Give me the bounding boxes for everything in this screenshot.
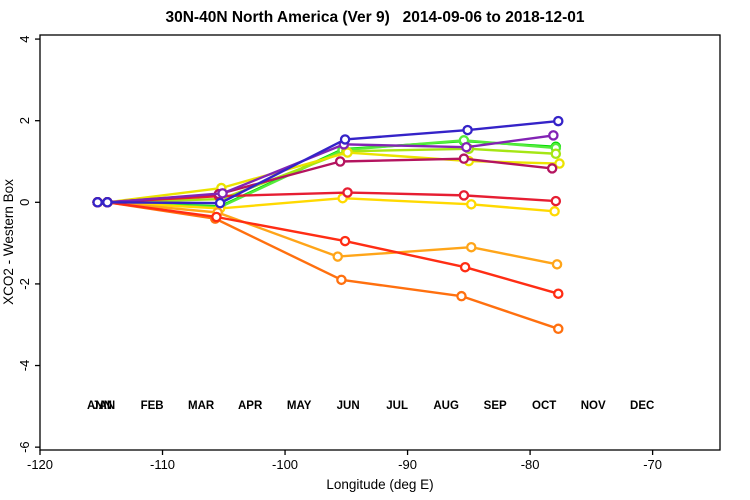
x-tick-label: -120 [27, 457, 53, 472]
month-label-may: MAY [287, 400, 312, 412]
y-tick-label: -2 [17, 278, 32, 290]
month-label-nov: NOV [581, 400, 606, 412]
series-dec-marker [339, 134, 351, 145]
series-jun-marker [551, 259, 563, 270]
series-jul-marker [336, 274, 347, 286]
month-label-mar: MAR [188, 400, 215, 412]
month-label-jun: JUN [337, 400, 360, 412]
plot-box [39, 34, 721, 451]
x-tick-label: -90 [398, 457, 417, 472]
series-may-marker [466, 199, 477, 210]
series-may-marker [549, 206, 560, 217]
series-dec-marker [553, 115, 564, 127]
month-label-aug: AUG [433, 400, 459, 412]
series-sep-marker [550, 195, 562, 207]
x-axis-title: Longitude (deg E) [326, 477, 433, 492]
y-axis-ticks: -6 -4 -2 0 2 4 [17, 35, 40, 453]
series-aug-line [96, 201, 560, 295]
data-series-group [92, 115, 565, 335]
series-dec-marker [92, 197, 103, 208]
month-label-jul: JUL [386, 400, 408, 412]
month-label-oct: OCT [532, 400, 556, 412]
month-label-apr: APR [238, 400, 263, 412]
series-aug-marker [459, 261, 471, 273]
month-label-sep: SEP [484, 400, 507, 412]
series-dec-marker [102, 197, 113, 208]
series-apr-marker [342, 147, 353, 158]
series-sep-marker [342, 187, 353, 198]
series-jun-marker [332, 251, 343, 262]
series-oct-marker [546, 163, 558, 174]
series-apr-marker [554, 158, 565, 169]
y-tick-label: -4 [17, 360, 32, 372]
series-nov-marker [548, 130, 559, 141]
series-mar-marker [550, 148, 562, 159]
series-oct-marker [458, 153, 470, 164]
y-axis-title: XCO2 - Western Box [1, 179, 16, 305]
series-nov-marker [461, 141, 472, 153]
series-dec-marker [214, 197, 226, 209]
month-label-jan: JAN [92, 400, 115, 412]
x-tick-label: -70 [643, 457, 662, 472]
series-nov-marker [217, 188, 228, 199]
series-aug-marker [339, 235, 351, 247]
month-label-feb: FEB [141, 400, 164, 412]
y-tick-label: 0 [17, 199, 32, 206]
series-jun-marker [466, 241, 477, 253]
series-jul-marker [553, 323, 564, 335]
y-tick-label: 2 [17, 117, 32, 124]
series-aug-marker [211, 211, 222, 223]
series-dec-marker [462, 124, 473, 136]
month-label-ann: ANN [87, 400, 112, 412]
series-aug-marker [553, 288, 564, 299]
series-oct-marker [334, 156, 346, 167]
y-tick-label: 4 [17, 35, 32, 42]
series-apr-line [96, 151, 561, 204]
x-tick-label: -80 [521, 457, 540, 472]
x-tick-label: -110 [150, 457, 175, 472]
series-jul-line [96, 201, 560, 331]
y-tick-label: -6 [17, 441, 32, 453]
series-sep-marker [458, 190, 470, 201]
x-axis-ticks: -120 -110 -100 -90 -80 -70 [27, 450, 662, 472]
month-label-dec: DEC [630, 400, 654, 412]
series-jul-marker [456, 290, 467, 302]
x-tick-label: -100 [272, 457, 298, 472]
chart-title: 30N-40N North America (Ver 9) 2014-09-06… [166, 9, 585, 26]
